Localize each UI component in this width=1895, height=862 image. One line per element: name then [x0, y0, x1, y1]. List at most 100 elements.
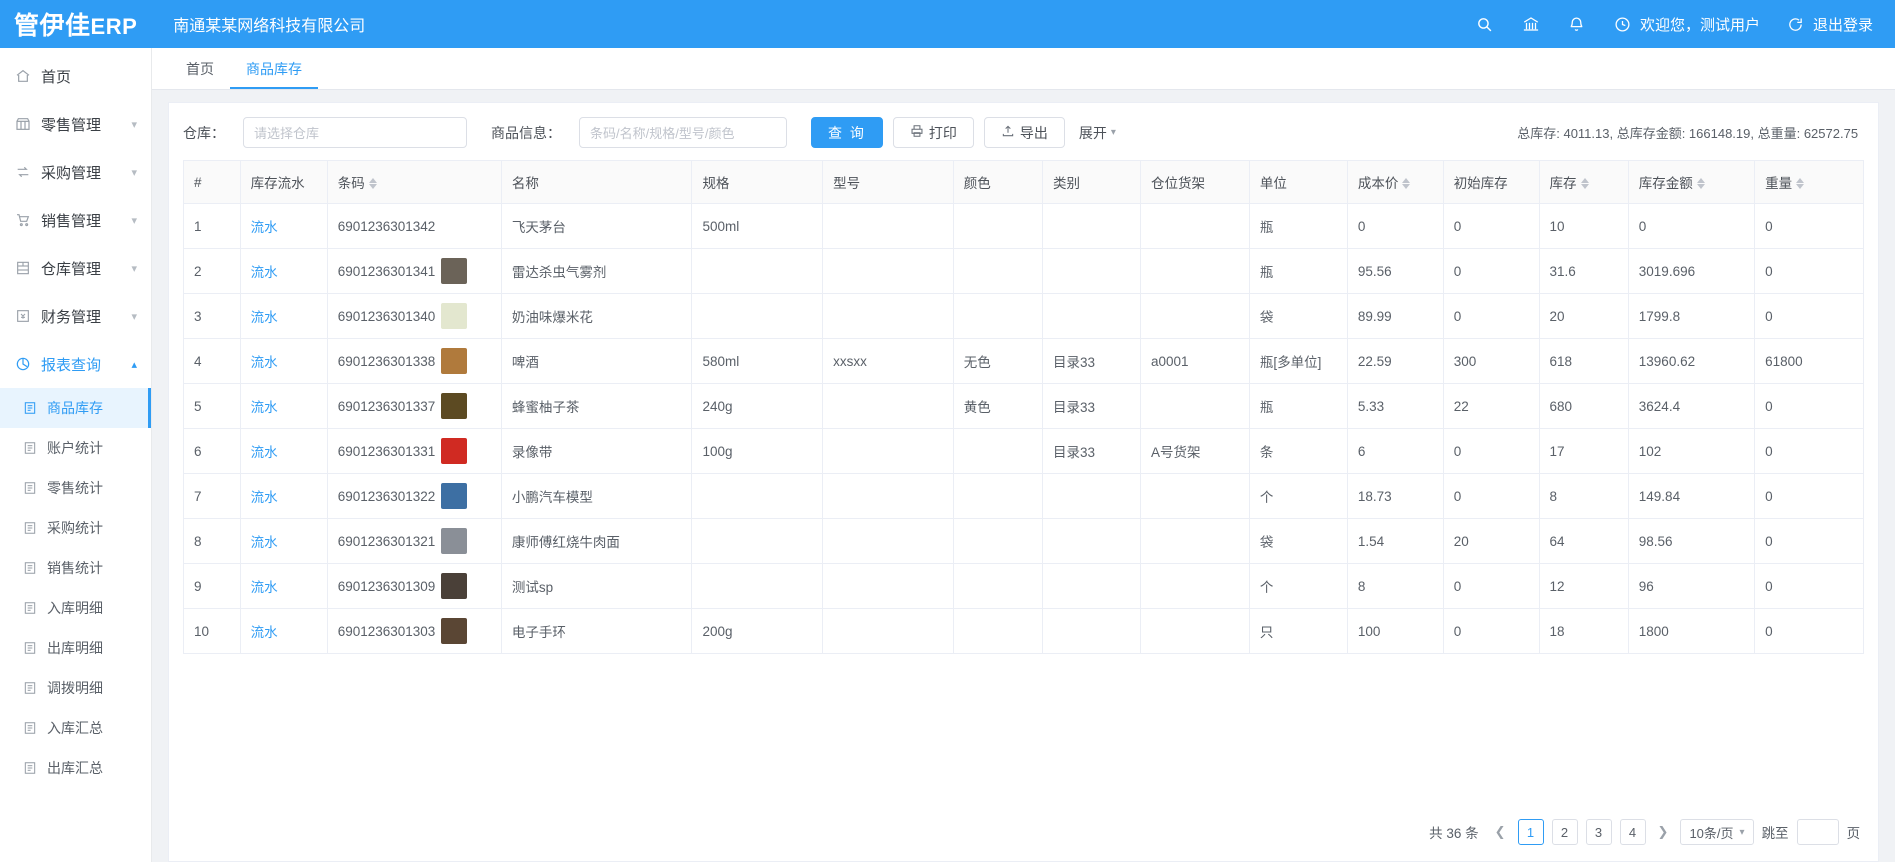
cell-stock: 18 — [1539, 608, 1629, 654]
stock-flow-link[interactable]: 流水 — [250, 220, 278, 235]
table-row[interactable]: 5 流水 6901236301337 蜂蜜柚子茶 240g 黄色 目录33 瓶 5.33 22 68… — [183, 383, 1865, 429]
product-thumbnail[interactable] — [441, 483, 468, 509]
cell-shelf — [1140, 518, 1250, 564]
document-icon — [22, 560, 38, 576]
sidebar-item-inbound-detail[interactable]: 入库明细 — [0, 588, 151, 628]
logout-button[interactable]: 退出登录 — [1786, 14, 1873, 35]
sort-icon[interactable] — [1402, 177, 1411, 189]
print-button[interactable]: 打印 — [892, 117, 974, 148]
product-thumbnail[interactable] — [441, 258, 468, 284]
table-row[interactable]: 4 流水 6901236301338 啤酒 580ml xxsxx 无色 目录33 a0001 瓶… — [183, 338, 1865, 384]
sidebar-item-retail-stats[interactable]: 零售统计 — [0, 468, 151, 508]
cell-stock: 17 — [1539, 428, 1629, 474]
sidebar-item-sales[interactable]: 销售管理 ▾ — [0, 196, 151, 244]
bell-icon[interactable] — [1567, 14, 1587, 34]
cell-model — [822, 563, 954, 609]
product-thumbnail[interactable] — [441, 618, 468, 644]
chevron-right-icon[interactable]: ❯ — [1657, 824, 1669, 839]
sidebar-label: 调拨明细 — [47, 680, 103, 696]
product-thumbnail[interactable] — [441, 573, 468, 599]
expand-button[interactable]: 展开 ▾ — [1079, 123, 1116, 143]
cell-cost: 0 — [1347, 203, 1444, 249]
table-row[interactable]: 9 流水 6901236301309 测试sp 个 8 0 12 96 0 — [183, 563, 1865, 609]
query-button[interactable]: 查 询 — [811, 117, 883, 148]
export-button[interactable]: 导出 — [983, 117, 1065, 148]
cell-index: 1 — [183, 203, 241, 249]
sidebar-item-warehouse[interactable]: 仓库管理 ▾ — [0, 244, 151, 292]
stock-flow-link[interactable]: 流水 — [250, 580, 278, 595]
sidebar-item-purchase[interactable]: 采购管理 ▾ — [0, 148, 151, 196]
stock-flow-link[interactable]: 流水 — [250, 445, 278, 460]
cell-flow: 流水 — [240, 428, 328, 474]
product-thumbnail[interactable] — [441, 393, 468, 419]
product-thumbnail[interactable] — [441, 348, 468, 374]
page-button-4[interactable]: 4 — [1619, 819, 1646, 845]
bank-icon[interactable] — [1521, 14, 1541, 34]
stock-flow-link[interactable]: 流水 — [250, 490, 278, 505]
sidebar-item-retail[interactable]: 零售管理 ▾ — [0, 100, 151, 148]
page-size-select[interactable]: 10条/页 ▾ — [1680, 819, 1754, 845]
table-row[interactable]: 1 流水 6901236301342 飞天茅台 500ml 瓶 0 0 10 0 0 — [183, 203, 1865, 249]
cell-initial: 0 — [1443, 473, 1540, 519]
sort-icon[interactable] — [1580, 177, 1589, 189]
cell-model — [822, 248, 954, 294]
page-button-3[interactable]: 3 — [1585, 819, 1612, 845]
column-header-weight[interactable]: 重量 — [1754, 161, 1865, 204]
column-header-cost[interactable]: 成本价 — [1347, 161, 1444, 204]
sidebar-item-report[interactable]: 报表查询 ▴ — [0, 340, 151, 388]
logo-suffix-text: ERP — [90, 14, 138, 39]
table-row[interactable]: 2 流水 6901236301341 雷达杀虫气雾剂瓶 95.56 0 31.6 3019.6… — [183, 248, 1865, 294]
tab-product-stock[interactable]: 商品库存 — [230, 49, 318, 89]
stock-flow-link[interactable]: 流水 — [250, 310, 278, 325]
column-header-barcode[interactable]: 条码 — [327, 161, 502, 204]
stock-flow-link[interactable]: 流水 — [250, 265, 278, 280]
sort-icon[interactable] — [368, 177, 377, 189]
sidebar-item-outbound-summary[interactable]: 出库汇总 — [0, 748, 151, 788]
welcome-user[interactable]: 欢迎您，测试用户 — [1613, 14, 1760, 35]
product-thumbnail[interactable] — [441, 438, 468, 464]
cell-category — [1042, 518, 1142, 564]
stock-flow-link[interactable]: 流水 — [250, 400, 278, 415]
product-thumbnail[interactable] — [441, 528, 468, 554]
product-info-input[interactable]: 条码/名称/规格/型号/颜色 — [579, 117, 787, 148]
stock-flow-link[interactable]: 流水 — [250, 625, 278, 640]
sidebar-item-sales-stats[interactable]: 销售统计 — [0, 548, 151, 588]
table-row[interactable]: 8 流水 6901236301321 康师傅红烧牛肉面 袋 1.54 20 64 98.56 0 — [183, 518, 1865, 564]
search-icon[interactable] — [1475, 14, 1495, 34]
jump-page-input[interactable] — [1796, 819, 1839, 845]
cell-initial: 0 — [1443, 293, 1540, 339]
stock-flow-link[interactable]: 流水 — [250, 535, 278, 550]
document-icon — [22, 680, 38, 696]
cell-initial: 0 — [1443, 428, 1540, 474]
app-logo[interactable]: 管伊佳ERP — [14, 6, 137, 42]
cell-initial: 22 — [1443, 383, 1540, 429]
table-row[interactable]: 10 流水 6901236301303 电子手环 200g 只 100 0 18 1800 0 — [183, 608, 1865, 654]
warehouse-select[interactable]: 请选择仓库 — [243, 117, 467, 148]
sidebar-item-transfer-detail[interactable]: 调拨明细 — [0, 668, 151, 708]
product-thumbnail[interactable] — [441, 303, 468, 329]
cell-spec — [691, 293, 824, 339]
sidebar-item-finance[interactable]: 财务管理 ▾ — [0, 292, 151, 340]
table-row[interactable]: 3 流水 6901236301340 奶油味爆米花袋 89.99 0 20 1799.8 0 — [183, 293, 1865, 339]
column-header-stock[interactable]: 库存 — [1539, 161, 1629, 204]
sidebar-item-home[interactable]: 首页 — [0, 52, 151, 100]
column-header-amount[interactable]: 库存金额 — [1628, 161, 1756, 204]
sidebar-item-purchase-stats[interactable]: 采购统计 — [0, 508, 151, 548]
page-button-2[interactable]: 2 — [1551, 819, 1578, 845]
sidebar-item-account-stats[interactable]: 账户统计 — [0, 428, 151, 468]
sort-icon[interactable] — [1696, 177, 1705, 189]
sidebar-item-outbound-detail[interactable]: 出库明细 — [0, 628, 151, 668]
sidebar-label: 出库明细 — [47, 640, 103, 656]
sidebar-item-product-stock[interactable]: 商品库存 — [0, 388, 151, 428]
chevron-left-icon[interactable]: ❮ — [1494, 824, 1506, 839]
tab-home[interactable]: 首页 — [186, 61, 214, 77]
stock-flow-link[interactable]: 流水 — [250, 355, 278, 370]
sort-icon[interactable] — [1796, 177, 1805, 189]
table-row[interactable]: 7 流水 6901236301322 小鹏汽车模型个 18.73 0 8 149.84 0 — [183, 473, 1865, 519]
sidebar-item-inbound-summary[interactable]: 入库汇总 — [0, 708, 151, 748]
document-icon — [22, 640, 38, 656]
table-row[interactable]: 6 流水 6901236301331 录像带 100g 目录33 A号货架条 6 0 17 102 0 — [183, 428, 1865, 474]
page-button-1[interactable]: 1 — [1517, 819, 1544, 845]
cell-spec — [691, 563, 824, 609]
cell-model — [822, 203, 954, 249]
